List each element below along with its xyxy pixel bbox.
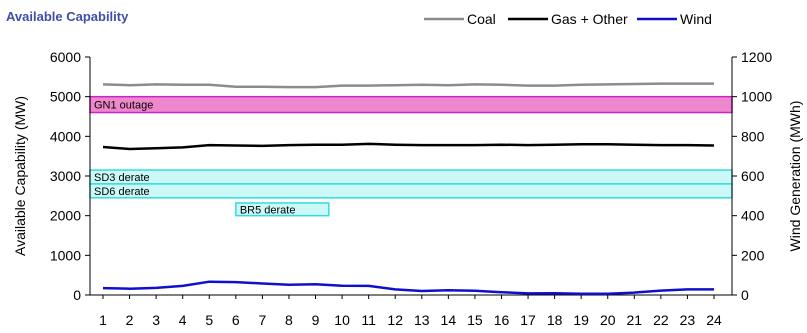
x-tick-label: 24 <box>706 312 722 328</box>
x-tick-label: 10 <box>334 312 350 328</box>
x-tick-label: 5 <box>205 312 213 328</box>
y-tick-label: 2000 <box>50 208 81 224</box>
y2-tick-label: 1000 <box>741 89 772 105</box>
x-tick-label: 4 <box>179 312 187 328</box>
x-tick-label: 20 <box>600 312 616 328</box>
y-tick-label: 1000 <box>50 247 81 263</box>
x-tick-label: 22 <box>653 312 669 328</box>
derate-bands: GN1 outage SD3 derate SD6 derate BR5 derate <box>89 95 733 217</box>
x-tick-label: 21 <box>627 312 643 328</box>
band-label: BR5 derate <box>240 204 296 216</box>
band-label: GN1 outage <box>94 100 153 112</box>
x-tick-label: 12 <box>387 312 403 328</box>
y-tick-label: 4000 <box>50 128 81 144</box>
chart-title: Available Capability <box>6 9 129 24</box>
series-line-gas-other <box>102 142 715 151</box>
y-tick-label: 5000 <box>50 89 81 105</box>
y-tick-label: 6000 <box>50 49 81 65</box>
y2-axis-title: Wind Generation (MWh) <box>787 101 803 252</box>
legend: Coal Gas + Other Wind <box>424 11 712 27</box>
y-axis-title: Available Capability (MW) <box>12 96 28 256</box>
x-tick-label: 17 <box>520 312 536 328</box>
y2-tick-label: 0 <box>741 287 749 303</box>
y-tick-label: 3000 <box>50 168 81 184</box>
band-3 <box>89 183 733 199</box>
y2-tick-label: 1200 <box>741 49 772 65</box>
x-tick-label: 11 <box>361 312 376 328</box>
x-tick-label: 13 <box>414 312 430 328</box>
x-tick-label: 6 <box>232 312 240 328</box>
x-tick-label: 18 <box>547 312 563 328</box>
y2-tick-label: 400 <box>741 208 765 224</box>
x-tick-label: 14 <box>441 312 457 328</box>
y2-tick-label: 600 <box>741 168 765 184</box>
legend-label: Coal <box>467 11 496 27</box>
y2-tick-label: 800 <box>741 128 765 144</box>
x-tick-label: 1 <box>99 312 107 328</box>
x-tick-label: 19 <box>573 312 589 328</box>
x-tick-label: 9 <box>312 312 320 328</box>
series-lines <box>102 82 715 296</box>
y2-tick-label: 200 <box>741 247 765 263</box>
x-tick-label: 7 <box>258 312 266 328</box>
band-1 <box>89 95 733 114</box>
y-tick-label: 0 <box>73 287 81 303</box>
x-tick-label: 16 <box>494 312 510 328</box>
band-label: SD3 derate <box>94 172 150 184</box>
x-tick-label: 23 <box>680 312 696 328</box>
band-label: SD6 derate <box>94 186 150 198</box>
band-4 <box>235 202 330 217</box>
x-tick-label: 8 <box>285 312 293 328</box>
x-tick-label: 3 <box>152 312 160 328</box>
band-2 <box>89 169 733 185</box>
legend-label: Gas + Other <box>551 11 628 27</box>
series-line-coal <box>102 82 714 89</box>
series-line-wind <box>102 280 714 296</box>
legend-label: Wind <box>680 11 712 27</box>
x-tick-label: 2 <box>126 312 134 328</box>
x-tick-label: 15 <box>467 312 483 328</box>
axes: 0 1000 2000 3000 4000 5000 6000 0 200 400 600 800 10… <box>12 49 803 328</box>
